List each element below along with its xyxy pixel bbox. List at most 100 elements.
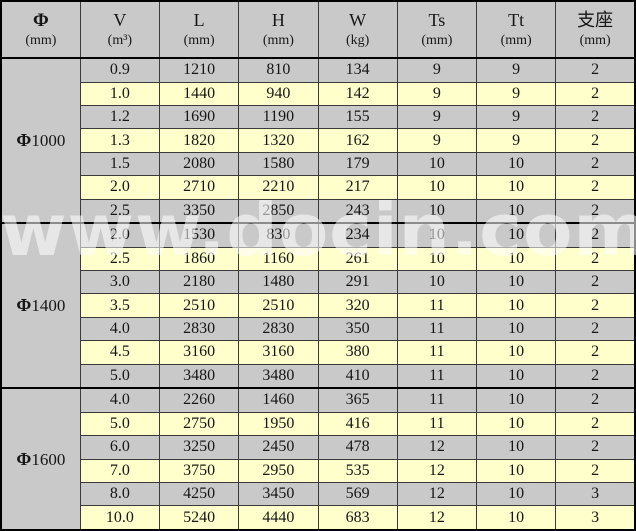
table-row: 4.5 3160 3160 380 11 10 2: [1, 340, 636, 365]
table-cell: 162: [317, 128, 398, 153]
table-cell: 410: [317, 363, 398, 389]
phi-symbol: Φ: [16, 130, 32, 151]
table-cell: 2: [555, 81, 636, 106]
table-cell: 2080: [158, 151, 240, 177]
table-cell: 2950: [238, 458, 319, 483]
table-cell: 1320: [238, 128, 319, 153]
table-cell: 2210: [238, 175, 319, 200]
table-cell: 810: [238, 57, 319, 83]
table-row: 2.5 1860 1160 261 10 10 2: [1, 246, 636, 272]
table-row: 8.0 4250 3450 569 12 10 3: [1, 481, 636, 507]
table-cell: 11: [396, 411, 478, 437]
table-cell: 3250: [158, 435, 240, 460]
table-cell: 4.0: [79, 316, 161, 342]
table-cell: 12: [396, 505, 478, 531]
table-cell: 4250: [158, 481, 240, 507]
table-cell: 2: [555, 104, 636, 130]
table-cell: 1950: [238, 411, 319, 437]
table-cell: 2: [555, 270, 636, 295]
col-header-height-unit: (mm): [262, 32, 294, 48]
table-cell: 2: [555, 198, 636, 224]
table-row: 1.3 1820 1320 162 9 9 2: [1, 128, 636, 153]
table-cell: 0.9: [79, 57, 161, 83]
table-cell: 2.5: [79, 246, 161, 272]
table-row: 6.0 3250 2450 478 12 10 2: [1, 435, 636, 460]
table-cell: 1.3: [79, 128, 161, 153]
table-cell: 1160: [238, 246, 319, 272]
table-cell: 1580: [238, 151, 319, 177]
table-cell: 535: [317, 458, 398, 483]
table-cell: 2: [555, 458, 636, 483]
table-row: 3.0 2180 1480 291 10 10 2: [1, 270, 636, 295]
table-cell: 10: [475, 175, 557, 200]
table-cell: 5.0: [79, 363, 161, 389]
table-cell: 11: [396, 363, 478, 389]
table-cell: 9: [396, 104, 478, 130]
table-cell: 10: [475, 316, 557, 342]
table-cell: 10: [475, 435, 557, 460]
table-cell: 320: [317, 293, 398, 318]
table-cell: 261: [317, 246, 398, 272]
table-cell: 2.0: [79, 222, 161, 248]
table-cell: 7.0: [79, 458, 161, 483]
table-cell: 10: [475, 340, 557, 365]
col-header-ts-symbol: Ts: [428, 10, 446, 31]
table-cell: 683: [317, 505, 398, 531]
table-cell: 3: [555, 505, 636, 531]
table-row: 2.5 3350 2850 243 10 10 2: [1, 198, 636, 224]
table-cell: 291: [317, 270, 398, 295]
table-cell: 2450: [238, 435, 319, 460]
table-row: 3.5 2510 2510 320 11 10 2: [1, 293, 636, 318]
table-cell: 9: [396, 81, 478, 106]
table-cell: 1190: [238, 104, 319, 130]
table-cell: 2: [555, 151, 636, 177]
table-cell: 2830: [238, 316, 319, 342]
table-cell: 2: [555, 363, 636, 389]
table-cell: 478: [317, 435, 398, 460]
table-cell: 10: [475, 387, 557, 413]
col-header-tt-unit: (mm): [500, 32, 532, 48]
col-header-support-symbol: 支座: [577, 10, 614, 31]
table-cell: 10: [475, 481, 557, 507]
table-cell: 2260: [158, 387, 240, 413]
table-cell: 2510: [238, 293, 319, 318]
table-cell: 3.5: [79, 293, 161, 318]
table-cell: 2: [555, 222, 636, 248]
table-row: 7.0 3750 2950 535 12 10 2: [1, 458, 636, 483]
table-cell: 9: [475, 104, 557, 130]
table-cell: 3480: [238, 363, 319, 389]
table-cell: 2: [555, 246, 636, 272]
table-cell: 179: [317, 151, 398, 177]
table-cell: 2: [555, 340, 636, 365]
table-cell: 1480: [238, 270, 319, 295]
table-cell: 5240: [158, 505, 240, 531]
table-cell: 243: [317, 198, 398, 224]
col-header-diameter: Φ (mm): [0, 0, 81, 59]
phi-symbol: Φ: [16, 448, 32, 469]
table-cell: 2180: [158, 270, 240, 295]
col-header-weight-symbol: W: [349, 10, 367, 31]
table-cell: 940: [238, 81, 319, 106]
table-cell: 416: [317, 411, 398, 437]
col-header-weight: W (kg): [317, 0, 398, 59]
table-cell: 2750: [158, 411, 240, 437]
table-cell: 2830: [158, 316, 240, 342]
col-header-support-unit: (mm): [579, 32, 611, 48]
table-cell: 2: [555, 128, 636, 153]
table-cell: 6.0: [79, 435, 161, 460]
table-cell: 830: [238, 222, 319, 248]
table-row: Φ1400 2.0 1530 830 234 10 10 2: [0, 222, 636, 389]
table-cell: 11: [396, 316, 478, 342]
table-cell: 10: [396, 151, 478, 177]
col-header-height: H (mm): [238, 0, 319, 59]
table-cell: 10: [396, 222, 478, 248]
table-cell: 1210: [158, 57, 240, 83]
table-cell: 10: [475, 246, 557, 272]
table-cell: 2.5: [79, 198, 161, 224]
table-cell: 1530: [158, 222, 240, 248]
table-cell: 9: [396, 128, 478, 153]
table-cell: 4440: [238, 505, 319, 531]
table-cell: 1.2: [79, 104, 161, 130]
